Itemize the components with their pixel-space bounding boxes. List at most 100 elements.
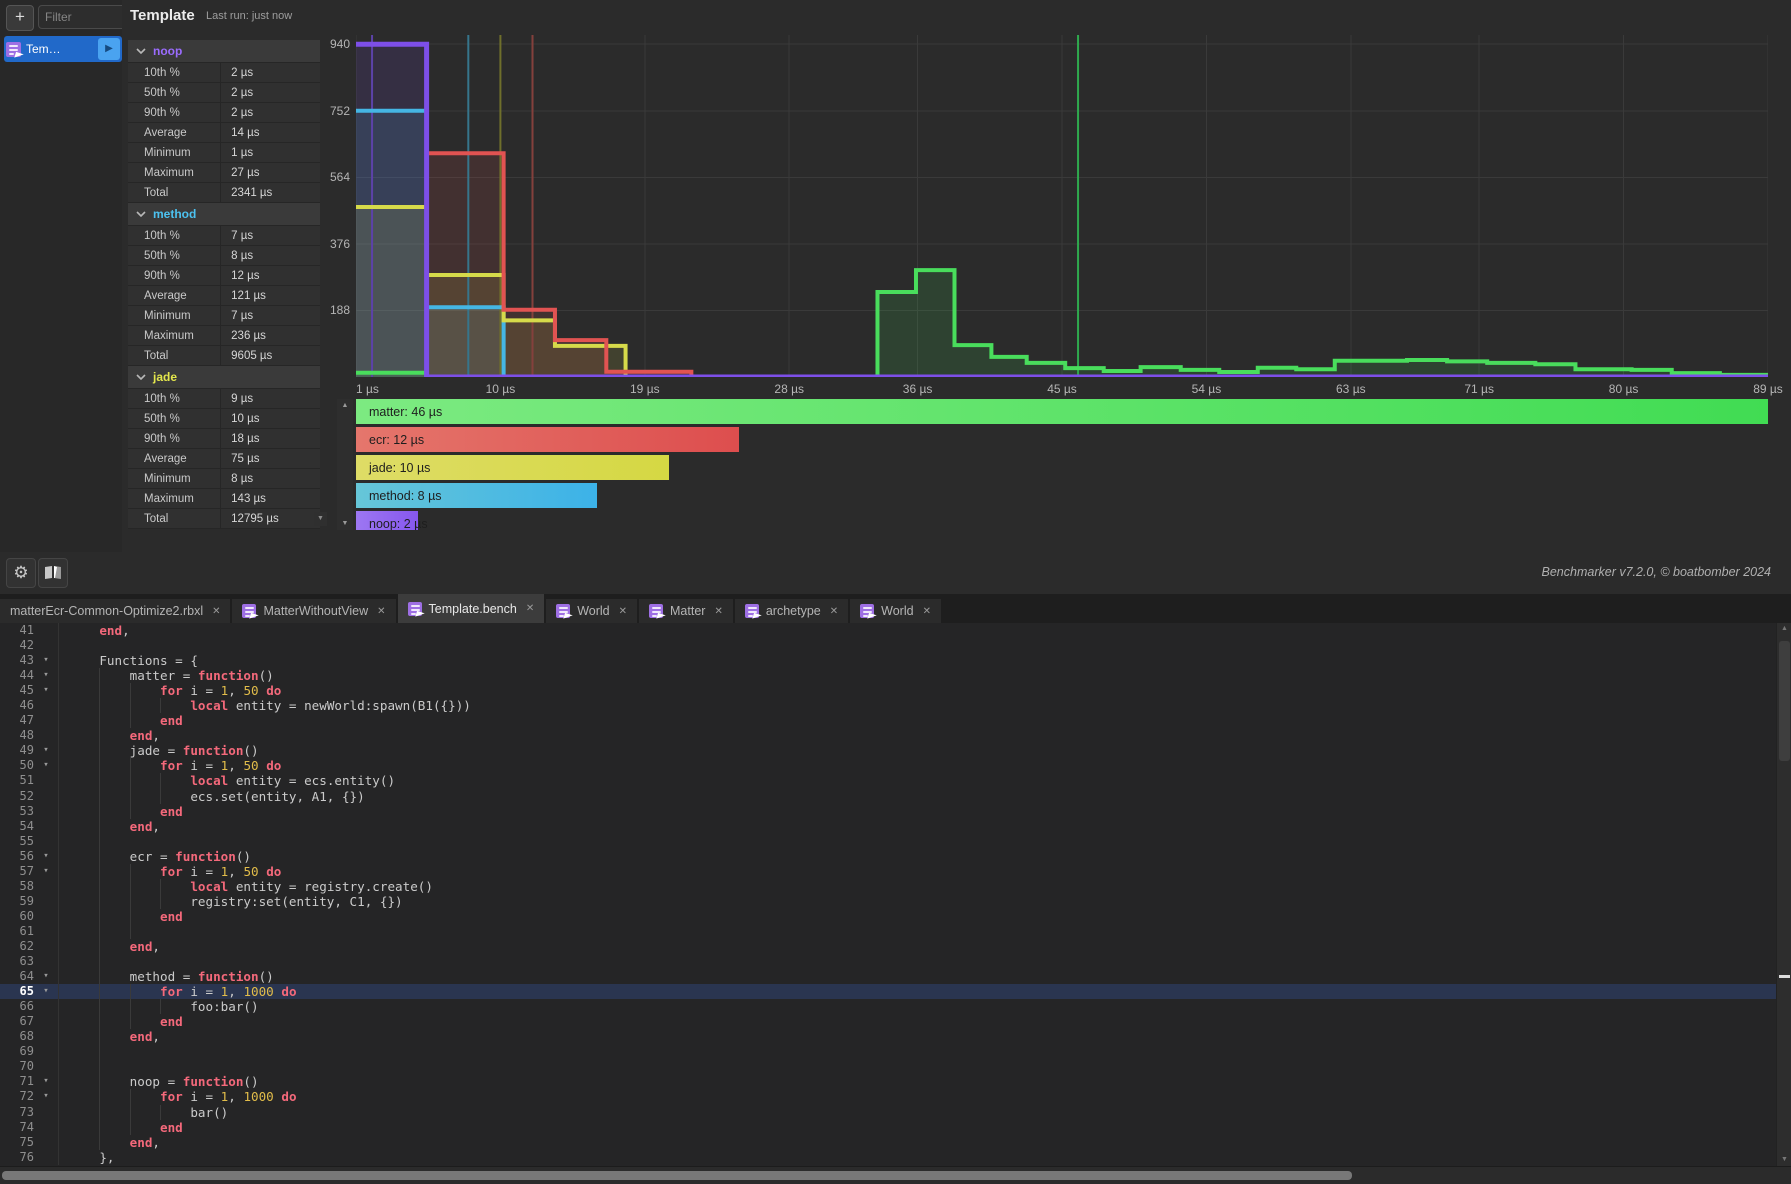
code-line: 50 ▾ for i = 1, 50 do (0, 758, 1776, 774)
fold-arrow-icon[interactable]: ▾ (43, 745, 49, 756)
stat-value: 27 µs (220, 163, 320, 182)
tab-Matter[interactable]: Matter ✕ (639, 599, 733, 623)
script-icon (556, 604, 573, 622)
line-number: 48 (19, 728, 34, 743)
vscroll-cursor-line-mark (1779, 975, 1790, 978)
line-number: 51 (19, 773, 34, 788)
code-line: 67 end (0, 1014, 1776, 1030)
indent-guide (99, 1134, 101, 1150)
fold-arrow-icon[interactable]: ▾ (43, 670, 49, 681)
stat-value: 2 µs (220, 63, 320, 82)
indent-guide (129, 908, 131, 924)
stats-row: Average 14 µs (128, 123, 320, 143)
code-text: method = function() (58, 969, 1776, 985)
tab-matterEcr-Common-Optimize2.rbxl[interactable]: matterEcr-Common-Optimize2.rbxl ✕ (0, 599, 231, 623)
fold-gutter (34, 894, 58, 909)
stats-row: Minimum 7 µs (128, 306, 320, 326)
legend-scroll-down-arrow[interactable]: ▼ (341, 520, 349, 527)
book-icon (45, 566, 61, 579)
indent-guide (129, 683, 131, 699)
line-number: 54 (19, 818, 34, 833)
fold-arrow-icon[interactable]: ▾ (43, 1076, 49, 1087)
legend-scroll-up-arrow[interactable]: ▲ (341, 402, 349, 409)
code-line: 76 }, (0, 1149, 1776, 1165)
fold-gutter (34, 713, 58, 728)
tab-archetype[interactable]: archetype ✕ (734, 599, 849, 623)
tab-World[interactable]: World ✕ (546, 599, 638, 623)
line-number: 55 (19, 833, 34, 848)
stats-scroll-down-arrow[interactable]: ▼ (314, 512, 327, 526)
editor-vertical-scrollbar[interactable]: ▲ ▼ (1776, 623, 1791, 1166)
code-text: end, (58, 1134, 1776, 1150)
indent-guide (99, 1104, 101, 1120)
chevron-down-icon (136, 211, 146, 217)
tab-close-icon[interactable]: ✕ (525, 603, 535, 614)
filter-input[interactable] (38, 5, 128, 29)
stats-section-header-jade[interactable]: jade (128, 366, 320, 389)
fold-arrow-icon[interactable]: ▾ (43, 986, 49, 997)
indent-guide (99, 743, 101, 759)
fold-arrow-icon[interactable]: ▾ (43, 655, 49, 666)
stat-value: 9 µs (220, 389, 320, 408)
plugin-footer: ⚙ Benchmarker v7.2.0, © boatbomber 2024 (0, 552, 1791, 596)
code-line: 42 (0, 638, 1776, 654)
fold-arrow-icon[interactable]: ▾ (43, 850, 49, 861)
vscroll-thumb[interactable] (1779, 641, 1790, 761)
stats-row: 10th % 9 µs (128, 389, 320, 409)
x-tick-label: 89 µs (1753, 382, 1783, 396)
line-number: 57 (19, 863, 34, 878)
tab-close-icon[interactable]: ✕ (618, 605, 628, 617)
code-line: 56 ▾ ecr = function() (0, 848, 1776, 864)
vscroll-down-arrow[interactable]: ▼ (1781, 1156, 1788, 1163)
tab-close-icon[interactable]: ✕ (212, 605, 221, 617)
indent-guide (159, 893, 161, 909)
code-line: 51 local entity = ecs.entity() (0, 773, 1776, 789)
fold-gutter (34, 1014, 58, 1029)
code-text: end, (58, 938, 1776, 955)
code-line: 47 end (0, 713, 1776, 729)
tab-MatterWithoutView[interactable]: MatterWithoutView ✕ (232, 599, 396, 623)
tab-close-icon[interactable]: ✕ (922, 605, 931, 617)
fold-arrow-icon[interactable]: ▾ (43, 685, 49, 696)
fold-arrow-icon[interactable]: ▾ (43, 865, 49, 876)
code-line: 49 ▾ jade = function() (0, 743, 1776, 759)
x-tick-label: 45 µs (1047, 382, 1077, 396)
docs-book-button[interactable] (38, 558, 68, 588)
tab-Template.bench[interactable]: Template.bench ✕ (397, 594, 545, 623)
x-tick-label: 1 µs (356, 382, 379, 396)
stat-label: Average (144, 452, 187, 465)
legend-scrollbar[interactable]: ▲ ▼ (337, 399, 353, 530)
line-number: 73 (19, 1104, 34, 1119)
add-benchmark-button[interactable]: + (6, 5, 34, 31)
stats-row: Minimum 1 µs (128, 143, 320, 163)
tab-close-icon[interactable]: ✕ (829, 605, 839, 617)
line-number: 46 (19, 698, 34, 713)
code-editor[interactable]: 41 end, 42 43 ▾ Functions = {44 ▾ matter = f… (0, 623, 1776, 1166)
script-icon (6, 41, 24, 60)
fold-arrow-icon[interactable]: ▾ (43, 971, 49, 982)
benchmark-list-item-template[interactable]: Tem… ▶ (4, 36, 122, 62)
tab-World[interactable]: World ✕ (850, 599, 941, 623)
tab-close-icon[interactable]: ✕ (377, 605, 386, 617)
script-icon (860, 604, 877, 622)
editor-horizontal-scrollbar[interactable] (0, 1166, 1791, 1184)
fold-arrow-icon[interactable]: ▾ (43, 1091, 49, 1102)
vscroll-up-arrow[interactable]: ▲ (1781, 625, 1788, 632)
indent-guide (159, 878, 161, 894)
code-line: 66 foo:bar() (0, 999, 1776, 1015)
tab-close-icon[interactable]: ✕ (714, 605, 723, 617)
stat-label: Total (144, 349, 169, 362)
settings-gear-button[interactable]: ⚙ (6, 558, 36, 588)
stats-section-header-noop[interactable]: noop (128, 40, 320, 63)
legend-item: ecr: 12 µs (356, 427, 1768, 452)
fold-arrow-icon[interactable]: ▾ (43, 760, 49, 771)
indent-guide (159, 788, 161, 804)
code-line: 63 (0, 954, 1776, 970)
code-line: 46 local entity = newWorld:spawn(B1({})) (0, 698, 1776, 714)
run-benchmark-button[interactable]: ▶ (98, 38, 120, 60)
hscroll-thumb[interactable] (2, 1171, 1352, 1180)
indent-guide (99, 1119, 101, 1135)
stats-section-header-method[interactable]: method (128, 203, 320, 226)
indent-guide (99, 788, 101, 804)
stat-value: 121 µs (220, 286, 320, 305)
